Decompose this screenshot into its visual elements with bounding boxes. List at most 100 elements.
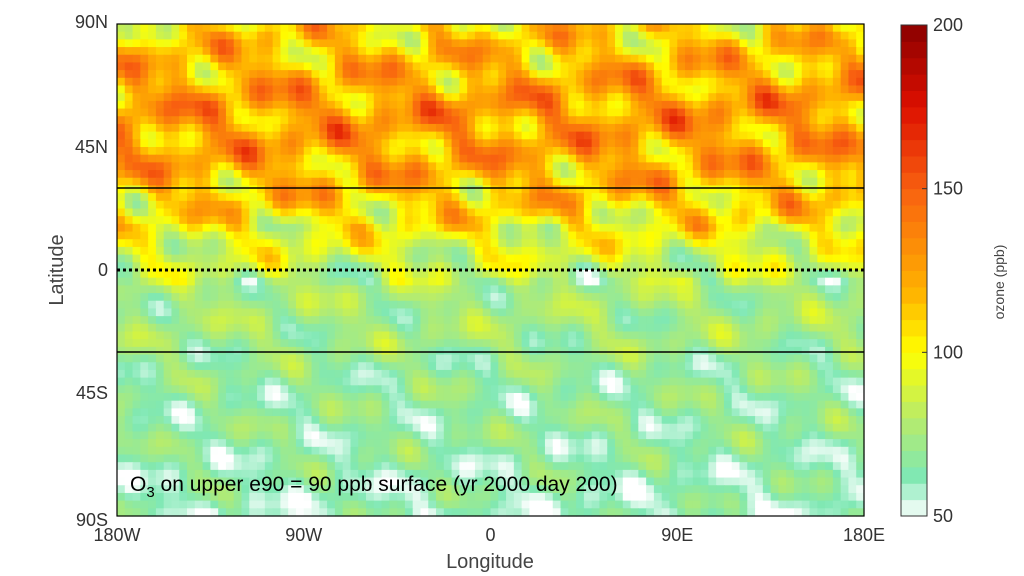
field-cell (319, 262, 328, 271)
field-cell (607, 123, 616, 133)
field-cell (825, 293, 834, 302)
field-cell (303, 277, 313, 286)
field-cell (389, 216, 398, 225)
field-cell (832, 108, 842, 117)
field-cell (638, 70, 647, 79)
field-cell (840, 116, 850, 125)
field-cell (233, 231, 243, 240)
field-cell (832, 270, 842, 279)
field-cell (560, 385, 569, 394)
field-cell (459, 208, 468, 217)
field-cell (194, 70, 204, 79)
field-cell (599, 362, 608, 371)
field-cell (817, 285, 826, 294)
field-cell (506, 231, 515, 240)
field-cell (467, 139, 476, 148)
field-cell (148, 147, 157, 156)
field-cell (583, 131, 593, 140)
field-cell (809, 385, 818, 394)
field-cell (552, 116, 562, 125)
field-cell (622, 193, 632, 202)
field-cell (303, 200, 313, 210)
field-cell (739, 346, 748, 356)
field-cell (723, 316, 733, 325)
field-cell (264, 323, 274, 333)
field-cell (583, 223, 593, 233)
field-cell (288, 116, 297, 125)
field-cell (856, 200, 865, 210)
field-cell (677, 323, 686, 333)
field-cell (327, 147, 336, 156)
field-cell (412, 147, 422, 156)
field-cell (832, 39, 842, 48)
field-cell (747, 331, 756, 340)
field-cell (132, 277, 141, 286)
field-cell (420, 331, 429, 340)
field-cell (428, 254, 437, 263)
field-cell (124, 277, 134, 286)
field-cell (404, 77, 414, 87)
field-cell (778, 270, 787, 279)
field-cell (443, 323, 453, 333)
field-cell (490, 116, 499, 125)
field-cell (576, 100, 585, 110)
field-cell (303, 162, 313, 171)
field-cell (568, 377, 577, 386)
field-cell (786, 223, 795, 233)
field-cell (428, 246, 437, 256)
field-cell (132, 262, 141, 271)
field-cell (848, 416, 857, 425)
field-cell (770, 300, 780, 310)
field-cell (778, 231, 787, 240)
field-cell (272, 293, 282, 302)
field-cell (358, 393, 367, 402)
field-cell (225, 193, 235, 202)
field-cell (451, 277, 460, 286)
field-cell (288, 170, 297, 179)
field-cell (366, 147, 375, 156)
field-cell (117, 254, 126, 263)
field-cell (194, 246, 204, 256)
field-cell (669, 200, 678, 210)
field-cell (506, 108, 515, 117)
field-cell (529, 123, 538, 133)
field-cell (630, 108, 639, 117)
field-cell (747, 139, 756, 148)
field-cell (272, 177, 282, 187)
field-cell (615, 208, 624, 217)
field-cell (218, 231, 227, 240)
field-cell (817, 177, 826, 187)
field-cell (809, 362, 818, 371)
field-cell (778, 393, 787, 402)
field-cell (163, 177, 173, 187)
field-cell (117, 323, 126, 333)
field-cell (607, 47, 616, 56)
field-cell (537, 339, 546, 348)
field-cell (840, 77, 850, 87)
field-cell (708, 400, 717, 409)
field-cell (280, 300, 289, 310)
field-cell (840, 31, 850, 40)
field-cell (778, 323, 787, 333)
field-cell (622, 54, 632, 64)
field-cell (832, 62, 842, 71)
field-cell (319, 24, 328, 33)
field-cell (202, 70, 211, 79)
field-cell (342, 331, 352, 340)
field-cell (280, 385, 289, 394)
field-cell (770, 24, 780, 33)
field-cell (163, 200, 173, 210)
field-cell (513, 254, 523, 263)
field-cell (723, 131, 733, 140)
field-cell (529, 24, 538, 33)
field-cell (443, 147, 453, 156)
field-cell (327, 70, 336, 79)
field-cell (148, 339, 157, 348)
field-cell (630, 362, 639, 371)
field-cell (303, 93, 313, 102)
field-cell (303, 308, 313, 317)
field-cell (809, 323, 818, 333)
field-cell (241, 270, 250, 279)
field-cell (786, 185, 795, 194)
field-cell (506, 254, 515, 263)
